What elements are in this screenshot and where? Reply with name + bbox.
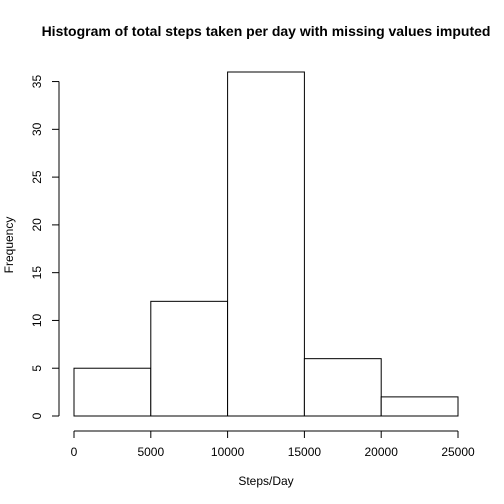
- x-tick-label-0: 0: [71, 445, 78, 459]
- y-tick-label-7: 35: [30, 75, 44, 89]
- x-tick-label-3: 15000: [288, 445, 322, 459]
- y-tick-label-5: 25: [30, 170, 44, 184]
- y-tick-label-3: 15: [30, 266, 44, 280]
- histogram-bar-4: [303, 358, 382, 417]
- histogram-bar-1: [73, 367, 152, 417]
- histogram-bar-5: [380, 396, 459, 417]
- y-tick-label-2: 10: [30, 313, 44, 327]
- y-tick-label-0: 0: [30, 412, 44, 419]
- y-tick-label-6: 30: [30, 122, 44, 136]
- bars-group: [73, 71, 459, 417]
- x-tick-label-2: 10000: [211, 445, 245, 459]
- x-axis-label: Steps/Day: [238, 474, 293, 488]
- histogram-bar-3: [227, 71, 305, 417]
- y-axis: 0 5 10 15 20 25 30 35: [30, 75, 60, 419]
- y-axis-label: Frequency: [2, 217, 16, 274]
- chart-title: Histogram of total steps taken per day w…: [42, 23, 491, 39]
- x-tick-label-5: 25000: [441, 445, 475, 459]
- x-axis: 0 5000 10000 15000 20000 25000: [71, 430, 475, 459]
- y-tick-label-1: 5: [30, 365, 44, 372]
- x-tick-label-1: 5000: [137, 445, 164, 459]
- x-tick-label-4: 20000: [365, 445, 399, 459]
- y-tick-label-4: 20: [30, 218, 44, 232]
- histogram-bar-2: [150, 300, 229, 417]
